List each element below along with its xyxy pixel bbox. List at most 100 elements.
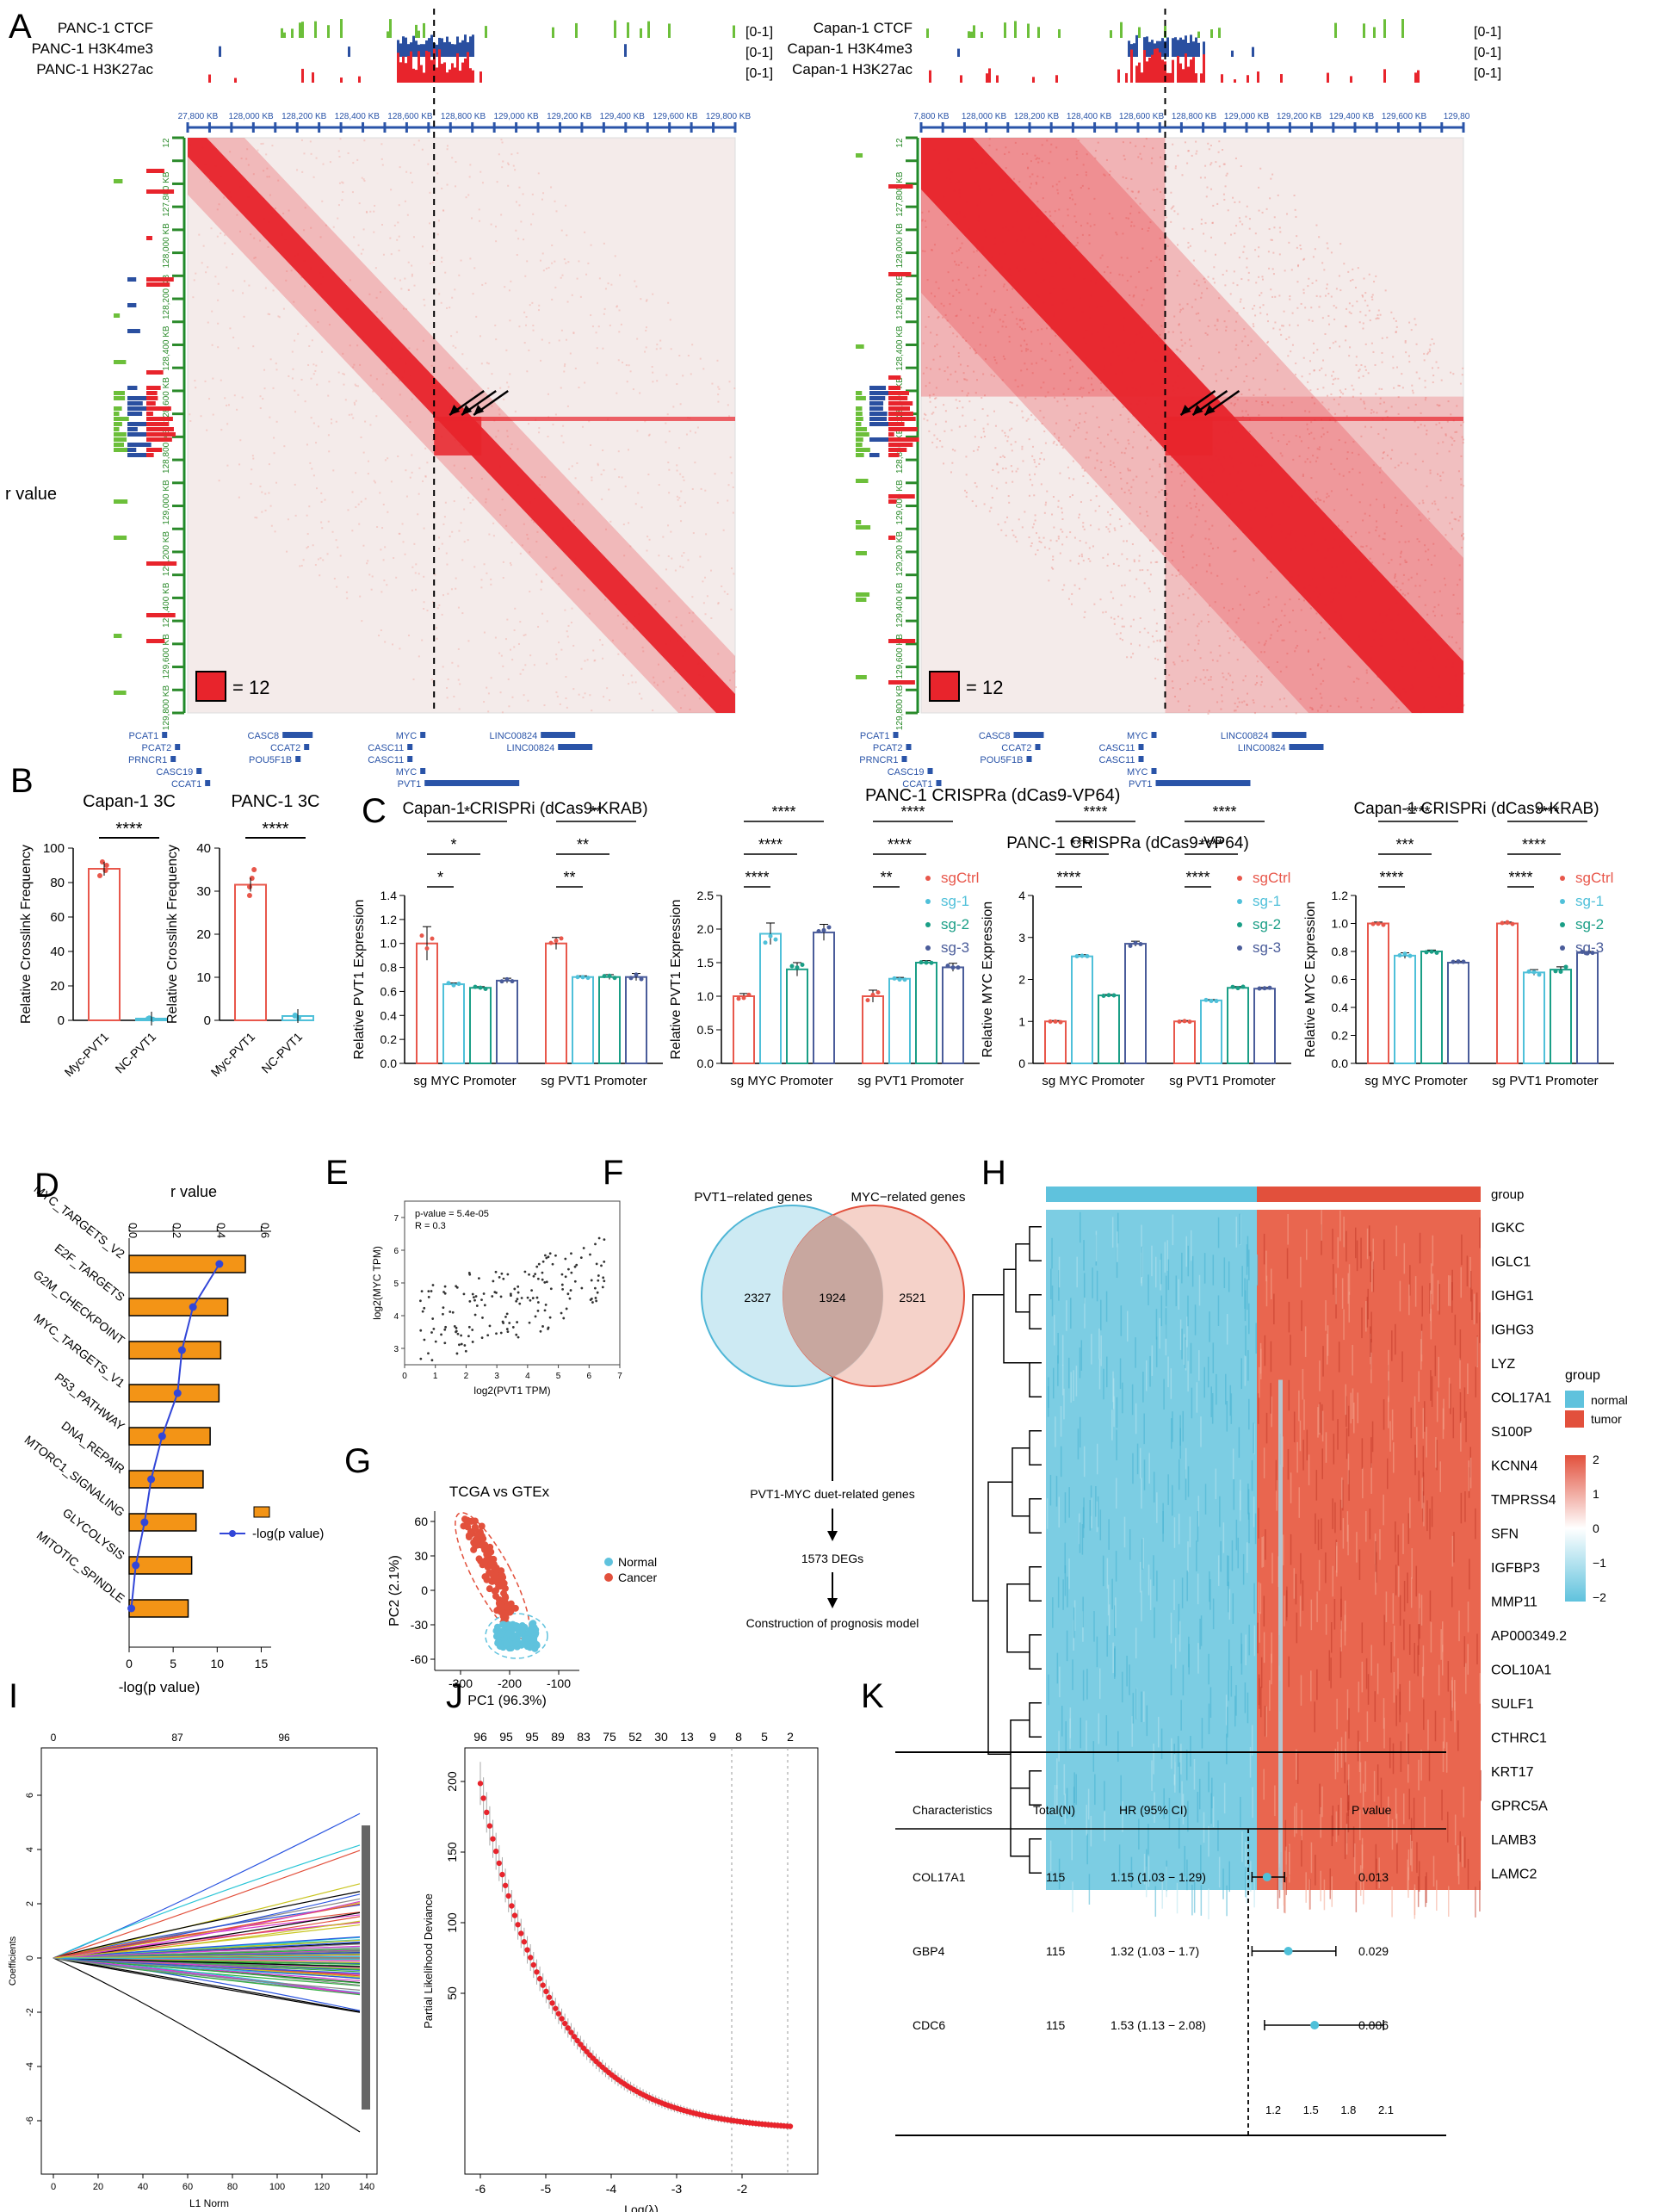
hic-speckle [1076, 237, 1079, 239]
hic-speckle [702, 368, 705, 370]
hic-speckle [369, 210, 372, 213]
category-label: MTORC1_SIGNALING [22, 1433, 127, 1520]
hic-speckle [1018, 518, 1020, 521]
hic-speckle [1245, 215, 1247, 218]
track-signal [1172, 59, 1174, 83]
hic-speckle [1117, 442, 1119, 444]
scatter-point [532, 1274, 535, 1278]
track-signal [312, 72, 314, 83]
hic-speckle [451, 661, 454, 664]
hic-speckle [622, 524, 625, 526]
hic-speckle [498, 413, 501, 416]
hic-speckle [1107, 511, 1110, 513]
hic-speckle [1042, 536, 1045, 539]
cancer-point [500, 1579, 508, 1587]
hic-speckle [1104, 271, 1106, 274]
hic-speckle [1371, 294, 1374, 296]
track-signal [436, 44, 438, 57]
hic-speckle [1092, 406, 1094, 408]
hic-speckle [1099, 598, 1102, 601]
hic-speckle [1415, 371, 1418, 374]
hic-speckle [1021, 319, 1024, 321]
hic-speckle [1222, 163, 1225, 165]
hic-speckle [603, 307, 606, 310]
hic-speckle [604, 288, 607, 290]
hic-speckle [621, 476, 623, 479]
track-signal [1195, 73, 1197, 83]
track-signal [1148, 57, 1151, 83]
data-point [773, 937, 778, 942]
hic-speckle [1042, 177, 1044, 179]
hic-speckle [1189, 338, 1191, 341]
gene-body [170, 756, 176, 762]
hic-speckle [732, 511, 734, 514]
sig-label: **** [1212, 803, 1236, 821]
hic-speckle [1029, 479, 1031, 481]
hic-speckle [1385, 410, 1388, 412]
hic-speckle [1383, 401, 1385, 404]
track-signal [402, 36, 405, 57]
scatter-point [603, 1260, 606, 1263]
hic-speckle [1375, 530, 1377, 532]
hic-speckle [590, 314, 592, 317]
hic-speckle [466, 368, 468, 370]
hic-speckle [1070, 603, 1073, 605]
v-track-ctcf [856, 453, 864, 457]
hic-speckle [1333, 398, 1335, 400]
track-signal [624, 44, 627, 57]
hic-speckle [1160, 191, 1162, 194]
track-signal [387, 31, 389, 38]
hic-speckle [691, 620, 694, 623]
hic-speckle [287, 518, 289, 521]
data-point [1080, 953, 1085, 958]
hic-speckle [270, 524, 273, 527]
hic-speckle [1166, 216, 1168, 219]
hic-speckle [1234, 537, 1237, 540]
hic-speckle [1082, 164, 1085, 166]
hic-speckle [659, 339, 662, 342]
gene-label: LINC00824 [1238, 743, 1286, 753]
hic-speckle [254, 257, 257, 259]
hic-speckle [220, 232, 222, 234]
hic-speckle [1080, 553, 1083, 555]
hic-speckle [965, 495, 968, 498]
hic-speckle [583, 589, 585, 592]
hic-speckle [1081, 467, 1084, 469]
hic-speckle [1139, 631, 1141, 634]
scatter-point [596, 1291, 599, 1294]
hic-speckle [1285, 705, 1288, 708]
hic-speckle [386, 372, 388, 375]
hic-speckle [1171, 560, 1173, 562]
hic-speckle [943, 305, 945, 307]
hic-speckle [1165, 498, 1167, 500]
hic-speckle [1314, 248, 1316, 251]
gene-label: LINC00824 [1221, 731, 1269, 741]
track-signal [1148, 41, 1151, 57]
hic-speckle [1069, 435, 1072, 437]
hic-speckle [1250, 340, 1253, 343]
hic-speckle [1303, 257, 1306, 260]
bar [1253, 988, 1276, 1064]
hic-speckle [1328, 323, 1331, 325]
hic-speckle [1451, 528, 1454, 530]
scatter-point [443, 1341, 447, 1345]
hic-speckle [1370, 548, 1372, 550]
hic-speckle [541, 581, 543, 584]
scale-label: = 12 [232, 677, 269, 698]
hic-tad-block [1165, 396, 1463, 713]
hic-speckle [1056, 189, 1059, 191]
hic-speckle [515, 229, 517, 232]
hic-speckle [1258, 641, 1260, 644]
hic-speckle [1445, 496, 1447, 499]
hic-speckle [242, 292, 244, 294]
data-point [548, 940, 554, 945]
hic-speckle [571, 465, 573, 468]
hic-speckle [1195, 313, 1197, 315]
hic-speckle [1433, 591, 1436, 593]
hic-speckle [648, 538, 651, 541]
hic-speckle [1227, 209, 1229, 212]
hic-speckle [1252, 558, 1254, 561]
hic-speckle [351, 191, 354, 194]
hic-speckle [1258, 276, 1260, 278]
